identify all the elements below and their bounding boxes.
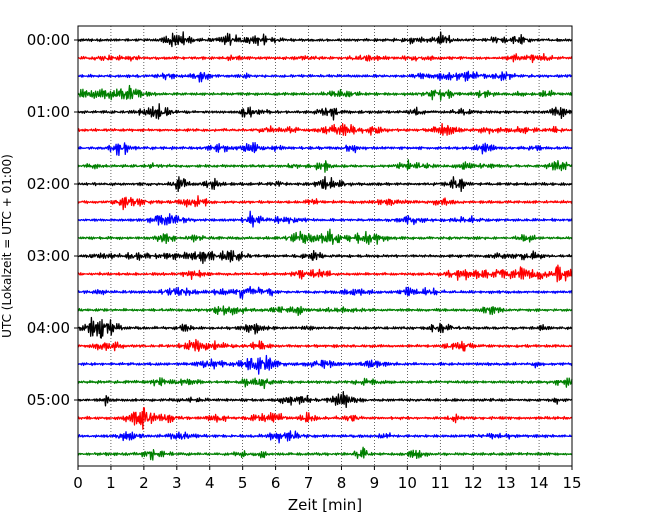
trace-line bbox=[77, 70, 573, 83]
x-tick-label: 2 bbox=[139, 474, 149, 492]
y-tick-label: 05:00 bbox=[27, 391, 70, 409]
x-tick-label: 10 bbox=[398, 474, 417, 492]
trace-line bbox=[77, 407, 573, 430]
x-tick-label: 12 bbox=[464, 474, 483, 492]
x-tick-label: 6 bbox=[271, 474, 281, 492]
x-tick-label: 5 bbox=[238, 474, 248, 492]
x-tick-label: 13 bbox=[497, 474, 516, 492]
trace-line bbox=[77, 377, 573, 390]
trace-line bbox=[77, 84, 573, 101]
trace-line bbox=[77, 210, 573, 228]
y-tick-label: 01:00 bbox=[27, 103, 70, 121]
trace-line bbox=[77, 305, 573, 317]
trace-line bbox=[77, 316, 573, 339]
x-tick-label: 7 bbox=[304, 474, 314, 492]
y-axis-label: UTC (Lokalzeit = UTC + 01:00) bbox=[0, 154, 14, 338]
trace-line bbox=[77, 195, 573, 211]
x-tick-label: 8 bbox=[337, 474, 347, 492]
y-axis: 00:00 01:00 02:00 03:00 04:00 05:00 bbox=[27, 31, 78, 409]
x-tick-label: 4 bbox=[205, 474, 215, 492]
x-tick-label: 0 bbox=[73, 474, 83, 492]
x-tick-label: 14 bbox=[530, 474, 549, 492]
trace-line bbox=[77, 249, 573, 265]
y-tick-label: 02:00 bbox=[27, 175, 70, 193]
trace-line bbox=[77, 103, 573, 121]
plot-area-frame bbox=[77, 25, 573, 467]
y-tick-label: 04:00 bbox=[27, 319, 70, 337]
trace-line bbox=[77, 228, 573, 246]
trace-line bbox=[77, 159, 573, 173]
x-tick-label: 9 bbox=[370, 474, 380, 492]
y-tick-label: 00:00 bbox=[27, 31, 70, 49]
trace-line bbox=[77, 391, 573, 409]
x-tick-label: 11 bbox=[431, 474, 450, 492]
x-axis: 0 1 2 3 4 5 6 7 8 9 10 11 12 13 14 15 bbox=[73, 466, 582, 492]
trace-line bbox=[77, 142, 573, 157]
trace-line bbox=[77, 338, 573, 352]
x-axis-label: Zeit [min] bbox=[288, 496, 362, 514]
trace-line bbox=[77, 31, 573, 48]
trace-line bbox=[77, 53, 573, 64]
trace-line bbox=[77, 122, 573, 137]
trace-line bbox=[77, 264, 573, 283]
x-tick-label: 3 bbox=[172, 474, 182, 492]
trace-line bbox=[77, 446, 573, 461]
y-tick-label: 03:00 bbox=[27, 247, 70, 265]
x-tick-label: 1 bbox=[106, 474, 116, 492]
trace-line bbox=[77, 430, 573, 444]
gridlines bbox=[110, 26, 540, 466]
trace-line bbox=[77, 176, 573, 193]
traces bbox=[77, 31, 573, 461]
trace-line bbox=[77, 354, 573, 375]
trace-line bbox=[77, 285, 573, 300]
x-tick-label: 15 bbox=[562, 474, 581, 492]
